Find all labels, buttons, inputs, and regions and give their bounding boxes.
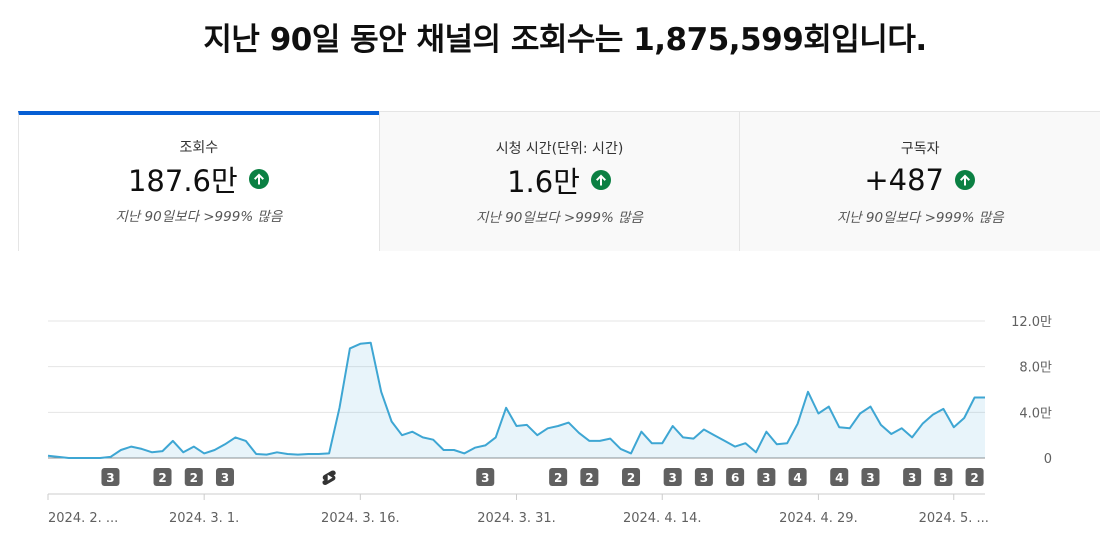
upload-count: 2 [190,471,198,485]
upload-marker [830,468,849,486]
upload-marker [903,468,922,486]
metric-label: 구독자 [900,141,940,157]
upload-marker [622,468,641,486]
metric-value: +487 [864,163,944,197]
upload-count: 2 [627,471,635,485]
upload-count: 4 [835,471,843,485]
upload-count: 2 [970,471,978,485]
line [47,341,985,459]
metric-compare: 지난 90일보다 >999% 많음 [476,210,643,226]
up-icon [248,169,269,189]
upload-marker [580,468,599,486]
x-tick-label: 2024. 3. 31. [477,511,556,526]
upload-count: 4 [793,471,801,485]
upload-marker [694,468,713,486]
metric-compare: 지난 90일보다 >999% 많음 [836,210,1004,226]
upload-marker [726,468,745,486]
up-icon [590,170,611,190]
metric-value: 1.6만 [507,165,580,199]
upload-count: 3 [668,471,676,485]
upload-marker [101,468,120,486]
upload-marker [861,468,880,486]
upload-count: 3 [481,471,489,485]
upload-marker [215,468,234,486]
shorts-marker [322,470,336,485]
x-tick-label: 2024. 3. 1. [169,511,239,526]
metric-tab[interactable]: 구독자 +487 지난 90일보다 >999% 많음 [739,112,1100,251]
upload-count: 3 [866,471,874,485]
y-tick-label: 4.0만 [1019,406,1052,421]
upload-marker [549,468,568,486]
metric-value: 187.6만 [127,164,238,198]
upload-marker [663,468,682,486]
upload-marker [184,468,203,486]
upload-count: 3 [908,471,916,485]
x-tick-label: 2024. 2. ... [48,511,118,526]
upload-count: 3 [221,471,229,485]
upload-marker [965,468,984,486]
upload-marker [476,468,495,486]
area [48,342,985,458]
metric-label: 조회수 [179,140,219,156]
upload-count: 3 [939,471,947,485]
shorts-icon [322,470,336,485]
metric-value-row: +487 [740,162,1100,198]
upload-count: 3 [106,471,114,485]
x-tick-label: 2024. 5. ... [919,511,989,526]
metric-value-row: 1.6만 [380,162,740,199]
upload-count: 3 [700,471,708,485]
metric-value-row: 187.6만 [19,161,379,198]
upload-count: 3 [762,471,770,485]
x-tick-label: 2024. 4. 14. [623,511,702,526]
metric-label: 시청 시간(단위: 시간) [495,141,624,157]
upload-marker [934,468,953,486]
x-tick-label: 2024. 3. 16. [321,511,400,526]
upload-count: 6 [731,471,739,485]
page-title: 지난 90일 동안 채널의 조회수는 1,875,599회입니다. [203,22,927,58]
upload-marker [757,468,776,486]
upload-count: 2 [585,471,593,485]
upload-marker [153,468,172,486]
y-tick-label: 0 [1044,452,1052,467]
up-icon [955,170,975,190]
upload-marker [788,468,807,486]
y-tick-label: 12.0만 [1011,315,1052,330]
upload-count: 2 [554,471,562,485]
x-tick-label: 2024. 4. 29. [779,511,858,526]
upload-count: 2 [158,471,166,485]
y-tick-label: 8.0만 [1019,361,1052,376]
metric-compare: 지난 90일보다 >999% 많음 [115,209,283,225]
